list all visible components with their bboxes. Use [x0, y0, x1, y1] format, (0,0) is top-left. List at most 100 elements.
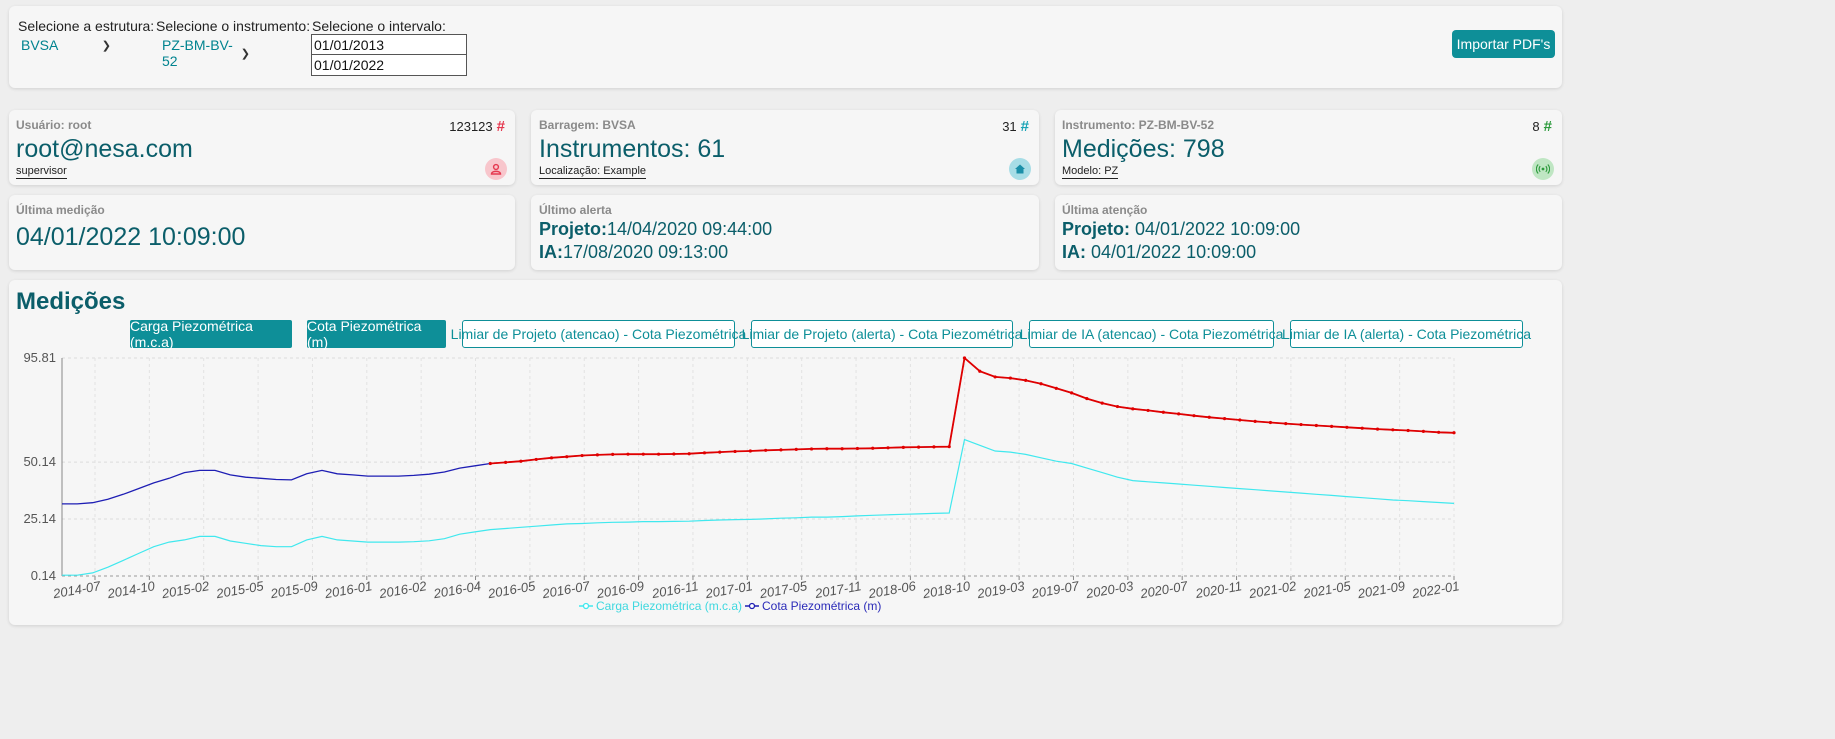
instrument-label: Instrumento: PZ-BM-BV-52: [1062, 118, 1215, 132]
x-tick-label: 2017-11: [813, 578, 863, 601]
chart-series: [62, 356, 1456, 576]
x-tick-label: 2016-09: [595, 578, 646, 601]
toggle-limiar-ia-atencao-button[interactable]: Limiar de IA (atencao) - Cota Piezométri…: [1020, 320, 1283, 348]
cota-alert-point: [1391, 428, 1395, 432]
last-attention-label: Última atenção: [1062, 203, 1148, 217]
user-count: 123123 #: [449, 118, 505, 135]
y-tick-label: 25.14: [23, 511, 56, 526]
chevron-down-icon: ❯: [240, 47, 250, 60]
toggle-limiar-projeto-atencao-button[interactable]: Limiar de Projeto (atencao) - Cota Piezo…: [451, 320, 746, 348]
cota-alert-point: [641, 452, 645, 456]
instrument-count: 8 #: [1532, 118, 1552, 135]
estrutura-label: Selecione a estrutura:: [18, 18, 155, 34]
x-tick-label: 2020-03: [1084, 578, 1135, 601]
cota-alert-point: [1345, 425, 1349, 429]
dam-count: 31 #: [1002, 118, 1029, 135]
attention-ia-value: 04/01/2022 10:09:00: [1086, 242, 1257, 262]
instrumento-select[interactable]: PZ-BM-BV-52 ❯: [162, 37, 250, 69]
x-tick-label: 2015-09: [268, 578, 319, 601]
cota-alert-point: [534, 457, 538, 462]
instrumento-label: Selecione o instrumento:: [156, 18, 311, 34]
x-tick-label: 2021-05: [1301, 578, 1352, 601]
home-icon: [1009, 158, 1031, 180]
cota-alert-point: [1039, 382, 1043, 386]
cota-alert-line: [490, 356, 1455, 465]
cota-alert-point: [565, 455, 569, 459]
import-pdf-button[interactable]: Importar PDF's: [1452, 30, 1555, 58]
cota-alert-point: [1284, 422, 1288, 426]
user-email: root@nesa.com: [16, 135, 193, 163]
toggle-carga-button[interactable]: Carga Piezométrica (m.c.a): [130, 318, 292, 350]
y-tick-label: 95.81: [23, 350, 56, 365]
cota-alert-point: [1146, 408, 1150, 413]
cota-alert-point: [809, 447, 814, 451]
last-measurement-label: Última medição: [16, 203, 105, 217]
dam-count-value: 31: [1002, 119, 1017, 134]
last-alert-card: Último alerta Projeto:14/04/2020 09:44:0…: [531, 195, 1039, 270]
cota-alert-point: [1161, 410, 1165, 414]
cota-alert-point: [1207, 415, 1211, 419]
cota-alert-point: [549, 456, 554, 460]
user-label: Usuário: root: [16, 118, 92, 132]
last-alert-label: Último alerta: [539, 203, 612, 217]
cota-alert-point: [1177, 412, 1181, 416]
x-tick-label: 2014-07: [51, 578, 102, 601]
measurements-count: Medições: 798: [1062, 135, 1225, 163]
x-tick-label: 2019-07: [1029, 578, 1080, 601]
cota-alert-point: [1069, 391, 1074, 395]
estrutura-select[interactable]: BVSA ❯: [21, 37, 111, 53]
cota-alert-point: [672, 452, 676, 456]
cota-alert-point: [978, 369, 982, 373]
cota-series-line: [62, 356, 1455, 505]
x-tick-label: 2015-02: [160, 578, 211, 601]
date-end-input[interactable]: 01/01/2022: [311, 54, 467, 76]
cota-alert-point: [962, 356, 967, 360]
toggle-cota-button[interactable]: Cota Piezométrica (m): [307, 318, 446, 350]
cota-alert-point: [871, 446, 875, 450]
cota-alert-point: [1299, 422, 1303, 427]
cota-alert-point: [1192, 414, 1196, 418]
chart-legend[interactable]: Carga Piezométrica (m.c.a) Cota Piezométr…: [579, 599, 881, 613]
cota-alert-point: [595, 453, 599, 457]
legend-marker: [748, 602, 756, 610]
date-start-input[interactable]: 01/01/2013: [311, 34, 467, 56]
legend-marker: [582, 602, 590, 610]
cota-alert-point: [901, 445, 905, 449]
cota-alert-point: [748, 449, 752, 453]
cota-alert-point: [1253, 419, 1257, 423]
x-tick-label: 2018-06: [866, 578, 917, 601]
intervalo-label: Selecione o intervalo:: [312, 18, 446, 34]
alert-ia-key: IA:: [539, 242, 563, 262]
dam-location: Localização: Example: [539, 165, 647, 179]
x-tick-label: 2015-05: [214, 578, 265, 601]
user-icon: [485, 158, 507, 180]
user-card: Usuário: root 123123 # root@nesa.com supe…: [9, 110, 515, 185]
toggle-limiar-projeto-alerta-button[interactable]: Limiar de Projeto (alerta) - Cota Piezom…: [742, 320, 1022, 348]
user-role: supervisor: [16, 165, 67, 179]
cota-alert-point: [840, 447, 844, 451]
cota-alert-point: [1238, 418, 1242, 422]
x-tick-label: 2020-11: [1193, 578, 1243, 601]
cota-alert-point: [1085, 396, 1089, 401]
x-tick-label: 2016-01: [323, 578, 374, 601]
chevron-down-icon: ❯: [101, 39, 111, 52]
dam-card: Barragem: BVSA 31 # Instrumentos: 61 Loca…: [531, 110, 1039, 185]
x-tick-label: 2018-10: [921, 578, 972, 601]
cota-alert-point: [1024, 378, 1028, 382]
filter-bar: Selecione a estrutura: BVSA ❯ Selecione …: [9, 6, 1562, 88]
toggle-limiar-ia-alerta-button[interactable]: Limiar de IA (alerta) - Cota Piezométric…: [1282, 320, 1531, 348]
x-tick-label: 2022-01: [1410, 578, 1461, 601]
attention-projeto-value: 04/01/2022 10:09:00: [1130, 219, 1301, 239]
cota-alert-point: [687, 452, 691, 456]
cota-alert-point: [1314, 423, 1318, 428]
cota-alert-point: [764, 448, 768, 452]
carga-series-line: [62, 438, 1455, 576]
alert-projeto-key: Projeto:: [539, 219, 608, 239]
cota-alert-point: [1222, 417, 1227, 421]
x-tick-label: 2017-01: [703, 578, 754, 601]
cota-alert-point: [932, 445, 936, 449]
user-count-value: 123123: [449, 119, 493, 134]
y-tick-label: 50.14: [23, 454, 56, 469]
x-tick-label: 2016-02: [377, 578, 428, 601]
